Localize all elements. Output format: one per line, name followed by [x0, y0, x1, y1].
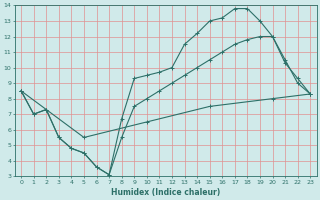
X-axis label: Humidex (Indice chaleur): Humidex (Indice chaleur): [111, 188, 220, 197]
